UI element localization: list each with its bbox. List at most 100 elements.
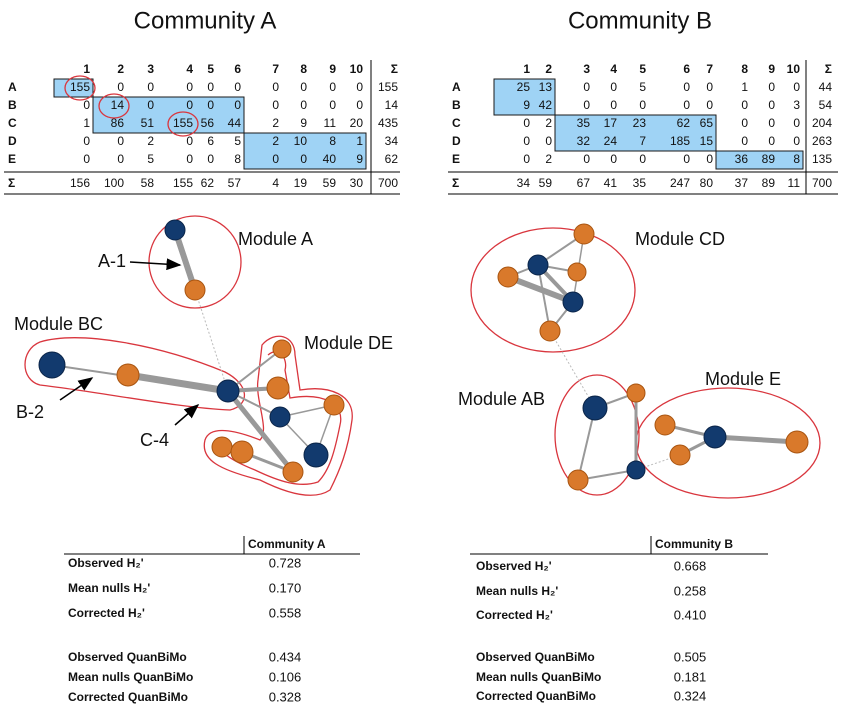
column-sum: 89: [762, 176, 776, 190]
column-sum: 4: [272, 176, 279, 190]
stats-value: 0.324: [674, 688, 707, 703]
cell: 8: [329, 134, 336, 148]
row-label: Σ: [452, 176, 459, 190]
cell: 0: [234, 80, 241, 94]
cell: 155: [173, 116, 193, 130]
cell: 10: [294, 134, 308, 148]
cell: 0: [300, 80, 307, 94]
cell: 0: [768, 98, 775, 112]
stats-label: Mean nulls QuanBiMo: [68, 670, 193, 684]
cell: 0: [83, 152, 90, 166]
cell: 1: [356, 134, 363, 148]
cell: 0: [610, 80, 617, 94]
module-block: [554, 114, 717, 152]
row-label: C: [452, 116, 461, 130]
cell: 0: [329, 98, 336, 112]
row-label: Σ: [8, 176, 15, 190]
column-sum: 247: [670, 176, 690, 190]
cell: 40: [323, 152, 337, 166]
cell: 0: [117, 152, 124, 166]
cell: 0: [793, 80, 800, 94]
module-label: Module BC: [14, 314, 103, 334]
cell: 11: [324, 116, 337, 130]
stats-b: Community B Observed H₂' 0.668 Mean nulls H…: [470, 536, 768, 703]
cell: 7: [639, 134, 646, 148]
stats-label: Observed QuanBiMo: [476, 650, 595, 664]
cell: 20: [350, 116, 364, 130]
cell: 25: [517, 80, 531, 94]
stats-value: 0.505: [674, 649, 707, 664]
column-sum: 58: [141, 176, 155, 190]
cell: 8: [234, 152, 241, 166]
row-label: A: [452, 80, 461, 94]
cell: 51: [141, 116, 155, 130]
circle-highlight: [167, 111, 199, 137]
column-label: 7: [272, 62, 279, 76]
stats-value: 0.668: [674, 558, 707, 573]
cell: 155: [70, 80, 90, 94]
column-sum: 11: [788, 176, 801, 190]
cell: 32: [577, 134, 591, 148]
stats-value: 0.728: [269, 555, 302, 570]
cell: 0: [706, 80, 713, 94]
cell: 9: [356, 152, 363, 166]
panel-title: Community A: [134, 7, 277, 34]
row-sum: 54: [819, 98, 833, 112]
column-sum: 59: [539, 176, 553, 190]
cell: 24: [604, 134, 618, 148]
column-sum: 100: [104, 176, 124, 190]
module-block: [493, 78, 556, 116]
cell: 0: [793, 134, 800, 148]
column-label: 1: [523, 62, 530, 76]
cell: 0: [610, 98, 617, 112]
cell: 0: [683, 152, 690, 166]
cell: 0: [300, 152, 307, 166]
cell: 0: [639, 98, 646, 112]
cell: 0: [356, 98, 363, 112]
module-block: [53, 78, 94, 98]
column-sum: 19: [294, 176, 308, 190]
column-sum: 156: [70, 176, 90, 190]
column-label: 8: [741, 62, 748, 76]
cell: 44: [228, 116, 242, 130]
cell: 0: [706, 98, 713, 112]
cell: 17: [604, 116, 618, 130]
column-sum: 57: [228, 176, 242, 190]
column-sum: 62: [201, 176, 215, 190]
module-block: [243, 132, 367, 170]
cell: 0: [356, 80, 363, 94]
row-label: D: [8, 134, 17, 148]
cell: 0: [272, 98, 279, 112]
column-sum: 155: [173, 176, 193, 190]
cell: 2: [545, 152, 552, 166]
stats-value: 0.328: [269, 689, 302, 704]
cell: 13: [539, 80, 553, 94]
cell: 86: [111, 116, 125, 130]
row-sum: 155: [378, 80, 398, 94]
column-label: 6: [683, 62, 690, 76]
cell: 0: [683, 80, 690, 94]
module-label: Module AB: [458, 389, 545, 409]
cell: 0: [186, 152, 193, 166]
column-label: 3: [583, 62, 590, 76]
cell: 0: [768, 80, 775, 94]
cell: 0: [186, 134, 193, 148]
stats-value: 0.258: [674, 583, 707, 598]
stats-label: Observed H₂': [68, 556, 144, 570]
cell: 0: [117, 80, 124, 94]
cell: 8: [793, 152, 800, 166]
cell: 35: [577, 116, 591, 130]
column-label: 1: [83, 62, 90, 76]
column-label: 3: [147, 62, 154, 76]
stats-value: 0.181: [674, 669, 707, 684]
stats-label: Observed QuanBiMo: [68, 650, 187, 664]
row-sum: 14: [385, 98, 399, 112]
stats-a: Community A Observed H₂' 0.728 Mean nulls H…: [64, 536, 360, 704]
cell: 0: [768, 134, 775, 148]
column-sum: 41: [604, 176, 618, 190]
stats-header: Community A: [248, 537, 326, 551]
stats-label: Mean nulls H₂': [476, 584, 558, 598]
column-sum: 37: [735, 176, 749, 190]
cell: 0: [147, 98, 154, 112]
